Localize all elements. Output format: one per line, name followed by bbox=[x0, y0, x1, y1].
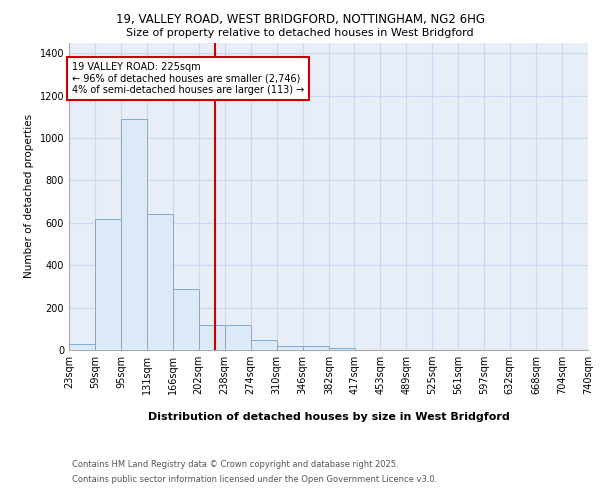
Text: Distribution of detached houses by size in West Bridgford: Distribution of detached houses by size … bbox=[148, 412, 509, 422]
Bar bbox=[277, 346, 303, 350]
Bar bbox=[121, 119, 147, 350]
Bar bbox=[199, 324, 224, 350]
Bar bbox=[251, 340, 277, 350]
Bar bbox=[95, 218, 121, 350]
Text: Size of property relative to detached houses in West Bridgford: Size of property relative to detached ho… bbox=[126, 28, 474, 38]
Bar bbox=[69, 344, 95, 350]
Bar bbox=[224, 324, 251, 350]
Bar bbox=[303, 346, 329, 350]
Text: 19, VALLEY ROAD, WEST BRIDGFORD, NOTTINGHAM, NG2 6HG: 19, VALLEY ROAD, WEST BRIDGFORD, NOTTING… bbox=[115, 12, 485, 26]
Y-axis label: Number of detached properties: Number of detached properties bbox=[24, 114, 34, 278]
Text: Contains public sector information licensed under the Open Government Licence v3: Contains public sector information licen… bbox=[72, 475, 437, 484]
Text: 19 VALLEY ROAD: 225sqm
← 96% of detached houses are smaller (2,746)
4% of semi-d: 19 VALLEY ROAD: 225sqm ← 96% of detached… bbox=[72, 62, 304, 95]
Bar bbox=[329, 348, 355, 350]
Bar bbox=[147, 214, 173, 350]
Bar bbox=[173, 288, 199, 350]
Text: Contains HM Land Registry data © Crown copyright and database right 2025.: Contains HM Land Registry data © Crown c… bbox=[72, 460, 398, 469]
